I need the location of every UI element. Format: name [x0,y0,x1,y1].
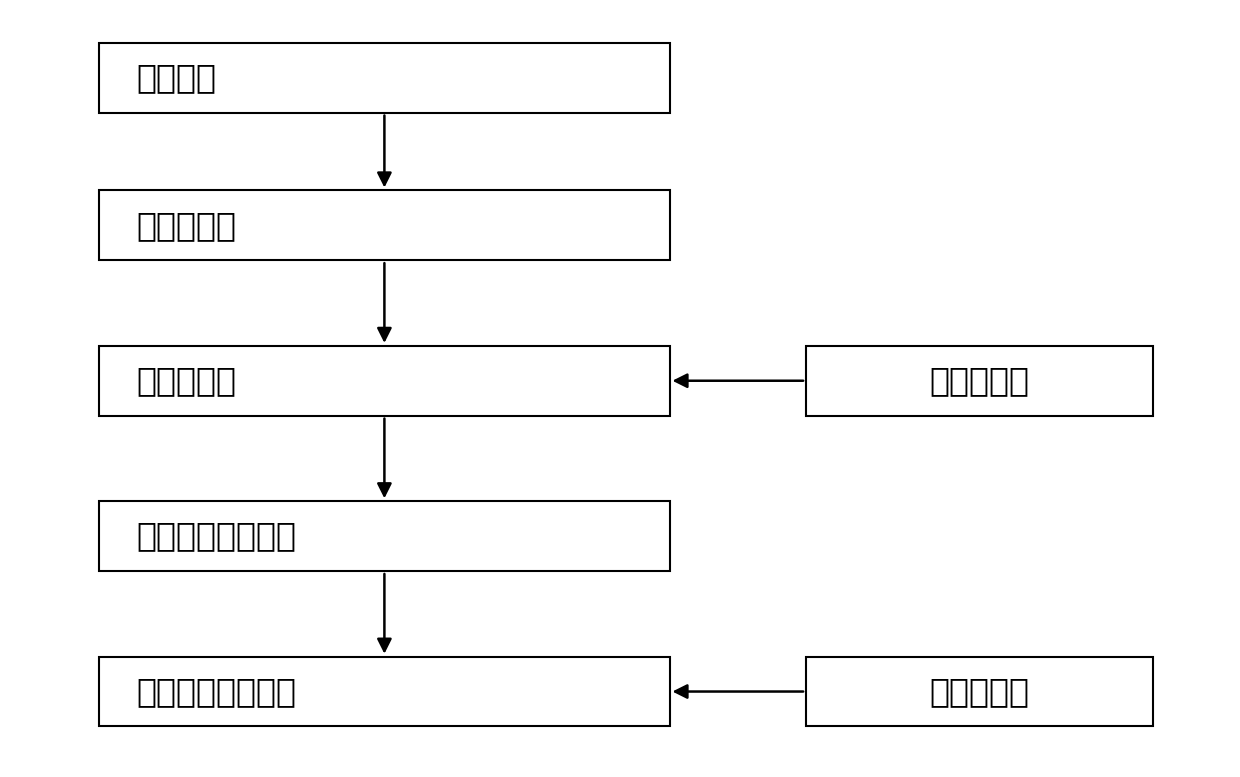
Bar [99,501,670,571]
Bar [99,43,670,113]
Bar [806,657,1153,726]
Text: 清洗液制备: 清洗液制备 [930,364,1029,397]
Text: 酶解液制备: 酶解液制备 [930,675,1029,708]
Bar [806,346,1153,416]
Bar [99,346,670,416]
Text: 花药前处理: 花药前处理 [136,209,237,242]
Text: 绲毯层细胞的收集: 绲毯层细胞的收集 [136,675,296,708]
Bar [99,190,670,260]
Text: 绲毯层细胞的分离: 绲毯层细胞的分离 [136,520,296,552]
Text: 小孢子去除: 小孢子去除 [136,364,237,397]
Text: 花药收集: 花药收集 [136,61,217,94]
Bar [99,657,670,726]
